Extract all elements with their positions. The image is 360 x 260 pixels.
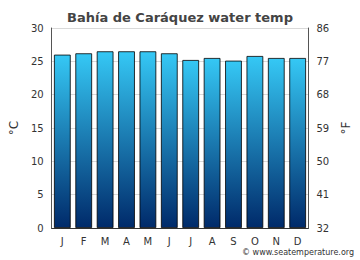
svg-text:J: J bbox=[167, 236, 171, 247]
svg-text:50: 50 bbox=[316, 156, 329, 167]
svg-text:J: J bbox=[188, 236, 192, 247]
svg-text:O: O bbox=[251, 236, 259, 247]
svg-text:68: 68 bbox=[316, 89, 329, 100]
svg-text:15: 15 bbox=[31, 123, 44, 134]
svg-text:86: 86 bbox=[316, 23, 329, 34]
svg-text:°F: °F bbox=[339, 121, 353, 134]
svg-text:30: 30 bbox=[31, 23, 44, 34]
svg-text:J: J bbox=[60, 236, 64, 247]
svg-text:77: 77 bbox=[316, 56, 329, 67]
svg-text:5: 5 bbox=[37, 189, 43, 200]
svg-text:20: 20 bbox=[31, 89, 44, 100]
svg-text:D: D bbox=[294, 236, 302, 247]
svg-text:A: A bbox=[209, 236, 216, 247]
svg-text:M: M bbox=[101, 236, 110, 247]
svg-text:M: M bbox=[144, 236, 153, 247]
svg-text:S: S bbox=[230, 236, 236, 247]
svg-text:41: 41 bbox=[316, 189, 329, 200]
svg-text:Bahía de Caráquez water temp: Bahía de Caráquez water temp bbox=[67, 10, 293, 25]
svg-text:© www.seatemperature.org: © www.seatemperature.org bbox=[242, 248, 354, 257]
svg-text:25: 25 bbox=[31, 56, 44, 67]
svg-text:32: 32 bbox=[316, 223, 329, 234]
svg-text:10: 10 bbox=[31, 156, 44, 167]
svg-text:59: 59 bbox=[316, 123, 329, 134]
svg-text:°C: °C bbox=[7, 121, 21, 135]
svg-text:0: 0 bbox=[37, 223, 43, 234]
svg-text:A: A bbox=[123, 236, 130, 247]
svg-text:F: F bbox=[81, 236, 87, 247]
svg-text:N: N bbox=[273, 236, 280, 247]
